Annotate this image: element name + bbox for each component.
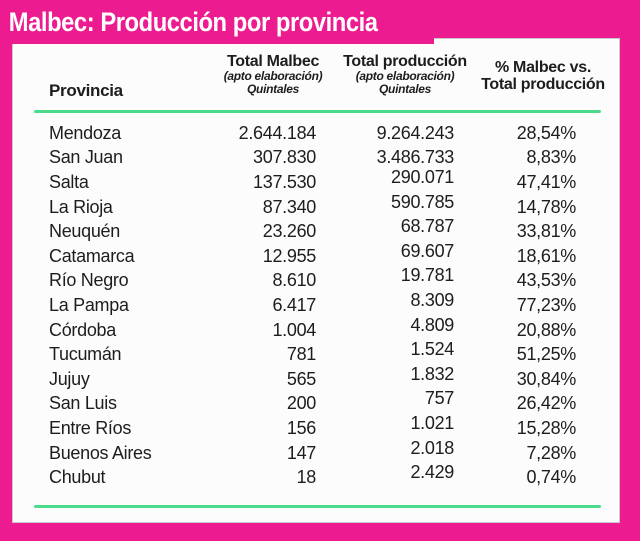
- table-row: Tucumán 781 1.524 51,25%: [13, 339, 621, 367]
- cell-provincia: Buenos Aires: [49, 442, 152, 463]
- cell-provincia: La Rioja: [49, 196, 113, 217]
- cell-provincia: Chubut: [49, 467, 106, 488]
- column-header-total-malbec-sub2: Quintales: [247, 82, 299, 96]
- cell-total-produccion: 590.785: [391, 191, 454, 212]
- cell-pct-malbec: 14,78%: [516, 196, 577, 217]
- cell-pct-malbec: 30,84%: [516, 368, 577, 389]
- column-header-total-produccion-sub1: (apto elaboración): [355, 69, 455, 83]
- cell-pct-malbec: 0,74%: [526, 467, 576, 488]
- cell-provincia: Catamarca: [49, 245, 135, 266]
- cell-total-malbec: 18: [296, 467, 317, 488]
- cell-provincia: Mendoza: [49, 122, 121, 143]
- cell-total-produccion: 8.309: [410, 289, 454, 310]
- cell-provincia: Jujuy: [49, 368, 90, 389]
- cell-total-malbec: 307.830: [253, 147, 316, 168]
- cell-provincia: San Luis: [49, 393, 117, 414]
- table-row: Río Negro 8.610 19.781 43,53%: [13, 265, 621, 294]
- cell-pct-malbec: 51,25%: [516, 344, 577, 365]
- cell-total-produccion: 2.018: [410, 437, 454, 458]
- cell-total-malbec: 200: [286, 393, 316, 414]
- column-header-pct-line2: Total producción: [481, 76, 605, 93]
- cell-total-malbec: 1.004: [272, 319, 316, 340]
- cell-pct-malbec: 20,88%: [516, 319, 577, 340]
- cell-provincia: Neuquén: [49, 221, 120, 242]
- column-header-pct: % Malbec vs. Total producción: [461, 59, 625, 93]
- cell-total-produccion: 2.429: [410, 462, 454, 483]
- title-band: Malbec: Producción por provincia: [0, 0, 434, 44]
- table-body: Mendoza 2.644.184 9.264.243 28,54% San J…: [13, 121, 621, 490]
- cell-provincia: Entre Ríos: [49, 417, 132, 438]
- column-header-total-malbec-sub1: (apto elaboración): [223, 69, 323, 83]
- cell-total-malbec: 8.610: [272, 270, 316, 291]
- table-row: Mendoza 2.644.184 9.264.243 28,54%: [13, 121, 621, 146]
- cell-total-malbec: 12.955: [262, 245, 317, 266]
- table-row: Jujuy 565 1.832 30,84%: [13, 363, 621, 392]
- column-header-total-produccion: Total producción (apto elaboración) Quin…: [325, 53, 485, 96]
- column-header-total-malbec-title: Total Malbec: [226, 53, 320, 70]
- cell-total-produccion: 9.264.243: [376, 122, 455, 143]
- column-header-total-produccion-sub2: Quintales: [379, 82, 431, 96]
- column-header-total-produccion-title: Total producción: [343, 53, 467, 70]
- cell-total-malbec: 565: [286, 368, 316, 389]
- bottom-separator-line: [34, 505, 601, 508]
- cell-total-malbec: 147: [286, 442, 316, 463]
- cell-provincia: Tucumán: [49, 344, 122, 365]
- cell-total-produccion: 19.781: [400, 265, 455, 286]
- table-panel: Provincia Total Malbec (apto elaboración…: [12, 38, 620, 523]
- cell-total-produccion: 3.486.733: [376, 147, 455, 168]
- table-row: Buenos Aires 147 2.018 7,28%: [13, 437, 621, 466]
- cell-provincia: La Pampa: [49, 294, 129, 315]
- cell-total-produccion: 290.071: [391, 166, 454, 187]
- cell-total-malbec: 781: [286, 344, 316, 365]
- cell-total-malbec: 87.340: [262, 196, 317, 217]
- cell-total-produccion: 69.607: [400, 240, 455, 261]
- table-row: Entre Ríos 156 1.021 15,28%: [13, 412, 621, 441]
- cell-total-malbec: 156: [286, 417, 316, 438]
- cell-provincia: Salta: [49, 171, 89, 192]
- table-row: San Luis 200 757 26,42%: [13, 388, 621, 417]
- cell-pct-malbec: 43,53%: [516, 270, 577, 291]
- cell-total-produccion: 1.021: [410, 412, 454, 433]
- cell-total-malbec: 2.644.184: [238, 122, 317, 143]
- page-title: Malbec: Producción por provincia: [8, 6, 378, 37]
- cell-pct-malbec: 26,42%: [516, 393, 577, 414]
- cell-provincia: Córdoba: [49, 319, 116, 340]
- cell-provincia: San Juan: [49, 147, 123, 168]
- cell-total-produccion: 757: [424, 388, 454, 409]
- cell-total-malbec: 23.260: [262, 221, 317, 242]
- table-row: San Juan 307.830 3.486.733 8,83%: [13, 146, 621, 171]
- cell-total-malbec: 6.417: [272, 294, 316, 315]
- cell-pct-malbec: 8,83%: [526, 147, 576, 168]
- cell-total-produccion: 1.524: [410, 339, 454, 360]
- cell-total-produccion: 4.809: [410, 314, 454, 335]
- table-row: Neuquén 23.260 68.787 33,81%: [13, 216, 621, 244]
- column-header-total-malbec: Total Malbec (apto elaboración) Quintale…: [191, 53, 355, 96]
- table-row: La Rioja 87.340 590.785 14,78%: [13, 191, 621, 220]
- table-row: Salta 137.530 290.071 47,41%: [13, 166, 621, 195]
- column-header-provincia: Provincia: [49, 81, 123, 100]
- cell-pct-malbec: 7,28%: [526, 442, 576, 463]
- cell-pct-malbec: 15,28%: [516, 417, 577, 438]
- table-row: Córdoba 1.004 4.809 20,88%: [13, 314, 621, 343]
- table-row: Catamarca 12.955 69.607 18,61%: [13, 240, 621, 269]
- cell-pct-malbec: 47,41%: [516, 171, 577, 192]
- cell-pct-malbec: 77,23%: [516, 294, 577, 315]
- cell-total-produccion: 1.832: [410, 363, 454, 384]
- column-header-pct-line1: % Malbec vs.: [494, 59, 591, 76]
- table-row: La Pampa 6.417 8.309 77,23%: [13, 289, 621, 318]
- table-row: Chubut 18 2.429 0,74%: [13, 462, 621, 490]
- cell-pct-malbec: 18,61%: [516, 245, 577, 266]
- cell-total-malbec: 137.530: [253, 171, 316, 192]
- cell-pct-malbec: 28,54%: [516, 122, 577, 143]
- header-separator-line: [34, 110, 601, 113]
- cell-total-produccion: 68.787: [400, 216, 455, 237]
- cell-pct-malbec: 33,81%: [516, 221, 577, 242]
- cell-provincia: Río Negro: [49, 270, 129, 291]
